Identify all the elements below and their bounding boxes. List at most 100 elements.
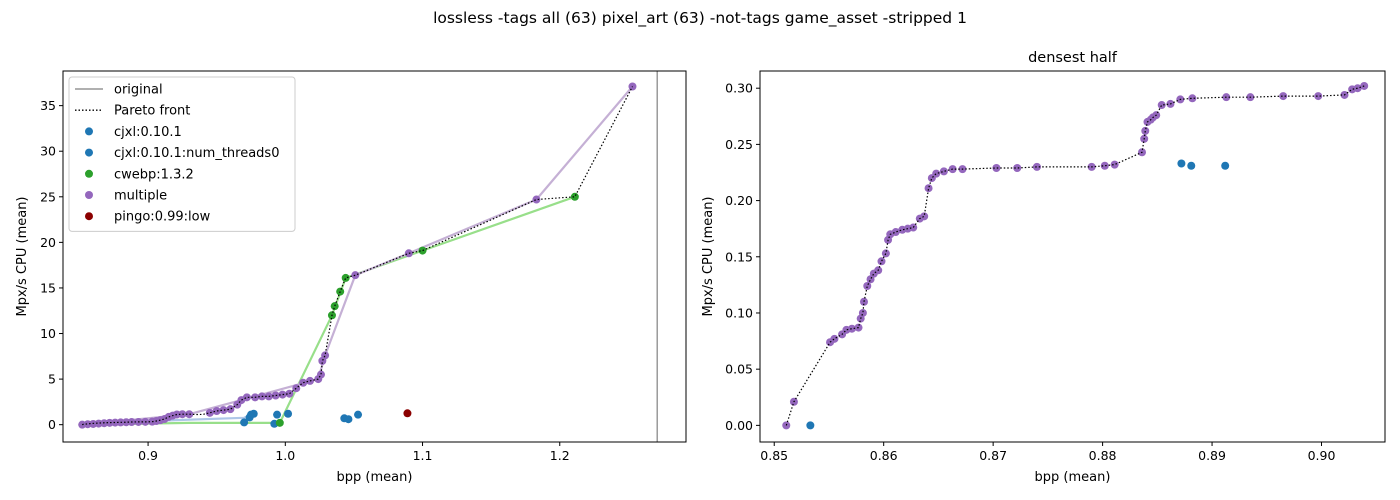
right-chart-panel: densest half 0.85 0.86 0.87 0.88 0.89 0.90 0.00… — [701, 50, 1386, 485]
data-point-s3-32 — [278, 390, 287, 399]
y-tick-label: 20 — [40, 235, 56, 250]
data-point-s3-35 — [299, 378, 308, 387]
data-point-s1-33 — [1032, 162, 1041, 171]
data-point-s1-15 — [877, 257, 886, 266]
y-tick-label: 0 — [48, 417, 56, 432]
legend: original Pareto front cjxl:0.10.1 cjxl:0.10… — [68, 76, 296, 232]
data-point-s0-8 — [344, 415, 353, 424]
x-tick-label: 0.85 — [760, 448, 788, 463]
legend-swatch-dot — [85, 191, 93, 199]
y-tick-label: 35 — [40, 98, 56, 113]
axes-frame — [62, 70, 687, 443]
y-tick-label: 0.05 — [725, 362, 753, 377]
data-point-s1-3 — [830, 334, 839, 343]
legend-entry-label: cjxl:0.10.1 — [114, 125, 182, 140]
figure-suptitle: lossless -tags all (63) pixel_art (63) -… — [433, 9, 967, 28]
x-tick-label: 1.0 — [275, 448, 295, 463]
data-point-s1-11 — [863, 282, 872, 291]
legend-swatch-dot — [85, 148, 93, 157]
y-tick-label: 0.00 — [725, 418, 753, 433]
pareto-front-line — [81, 86, 634, 426]
legend-entry-label: multiple — [114, 189, 167, 204]
legend-swatch-dot — [85, 212, 93, 221]
y-axis-label: Mpx/s CPU (mean) — [701, 196, 716, 316]
legend-entry-label: cjxl:0.10.1:num_threads0 — [114, 146, 279, 161]
data-point-s2-6 — [570, 192, 579, 201]
data-point-s1-19 — [891, 228, 900, 237]
data-point-s3-27 — [242, 393, 251, 402]
left-chart-panel: 0.9 1.0 1.1 1.2 0 5 10 15 20 25 30 35 bpp (mean) Mpx/… — [15, 70, 687, 485]
y-tick-label: 5 — [48, 372, 56, 387]
legend-box — [68, 76, 296, 232]
data-point-s0-0 — [806, 421, 815, 430]
x-tick-label: 0.89 — [1198, 448, 1226, 463]
data-point-s1-28 — [939, 167, 948, 176]
x-tick-label: 1.2 — [550, 448, 570, 463]
pareto-front-line — [785, 85, 1365, 426]
data-point-s0-9 — [354, 410, 363, 419]
y-tick-label: 0.20 — [725, 193, 753, 208]
data-point-s3-40 — [321, 351, 330, 360]
x-tick-label: 0.88 — [1089, 448, 1117, 463]
y-tick-label: 10 — [40, 326, 56, 341]
y-tick-label: 0.25 — [725, 137, 753, 152]
data-point-s0-5 — [273, 410, 282, 419]
data-point-s1-32 — [1013, 163, 1022, 172]
data-point-s1-24 — [920, 212, 929, 221]
data-point-s1-36 — [1110, 160, 1119, 169]
data-point-s1-27 — [932, 169, 941, 178]
y-tick-label: 15 — [40, 280, 56, 295]
data-point-s4-0 — [403, 409, 412, 418]
data-point-s3-19 — [178, 410, 187, 419]
data-point-s3-23 — [219, 406, 228, 415]
x-tick-label: 1.1 — [413, 448, 433, 463]
x-tick-label: 0.9 — [138, 448, 158, 463]
data-point-s3-24 — [226, 405, 235, 414]
data-point-s0-3 — [249, 409, 258, 418]
data-point-s1-35 — [1100, 161, 1109, 170]
data-point-s0-3 — [1221, 161, 1230, 170]
data-point-s1-9 — [858, 308, 867, 317]
y-tick-label: 0.30 — [725, 81, 753, 96]
x-tick-label: 0.87 — [979, 448, 1007, 463]
data-point-s0-0 — [240, 418, 249, 427]
data-point-s0-1 — [1177, 159, 1186, 168]
data-point-s3-41 — [351, 271, 360, 280]
y-tick-label: 25 — [40, 189, 56, 204]
y-tick-label: 0.10 — [725, 305, 753, 320]
data-point-s3-21 — [205, 408, 214, 417]
data-point-s1-51 — [1314, 92, 1323, 101]
legend-entry-label: pingo:0.99:low — [114, 210, 211, 225]
plot-area — [78, 71, 658, 442]
data-point-s1-22 — [909, 223, 918, 232]
data-point-s2-0 — [275, 418, 284, 427]
x-tick-label: 0.86 — [870, 448, 898, 463]
data-point-s1-39 — [1141, 126, 1150, 135]
legend-entry-label: Pareto front — [114, 104, 190, 119]
y-tick-label: 30 — [40, 144, 56, 159]
data-point-s3-43 — [532, 195, 541, 204]
data-point-s3-22 — [212, 407, 221, 416]
data-point-s0-6 — [284, 409, 293, 418]
data-point-s2-2 — [330, 302, 339, 311]
data-point-s3-42 — [404, 249, 413, 258]
x-axis-label: bpp (mean) — [337, 470, 413, 485]
legend-swatch-dot — [85, 127, 93, 136]
data-point-s1-31 — [992, 163, 1001, 172]
x-tick-label: 0.90 — [1308, 448, 1336, 463]
data-point-s1-50 — [1279, 92, 1288, 101]
x-axis-label: bpp (mean) — [1035, 470, 1111, 485]
data-point-s3-33 — [285, 389, 294, 398]
data-point-s1-16 — [881, 249, 890, 258]
data-point-s1-47 — [1188, 94, 1197, 103]
axes-frame — [759, 70, 1386, 443]
data-point-s1-44 — [1157, 101, 1166, 110]
legend-swatch-dot — [85, 169, 93, 178]
data-point-s3-38 — [316, 370, 325, 379]
data-point-s2-5 — [418, 246, 427, 255]
data-point-s1-25 — [924, 184, 933, 193]
legend-entry-label: original — [114, 83, 163, 98]
data-point-s2-4 — [341, 273, 350, 282]
data-point-s0-2 — [1187, 161, 1196, 170]
